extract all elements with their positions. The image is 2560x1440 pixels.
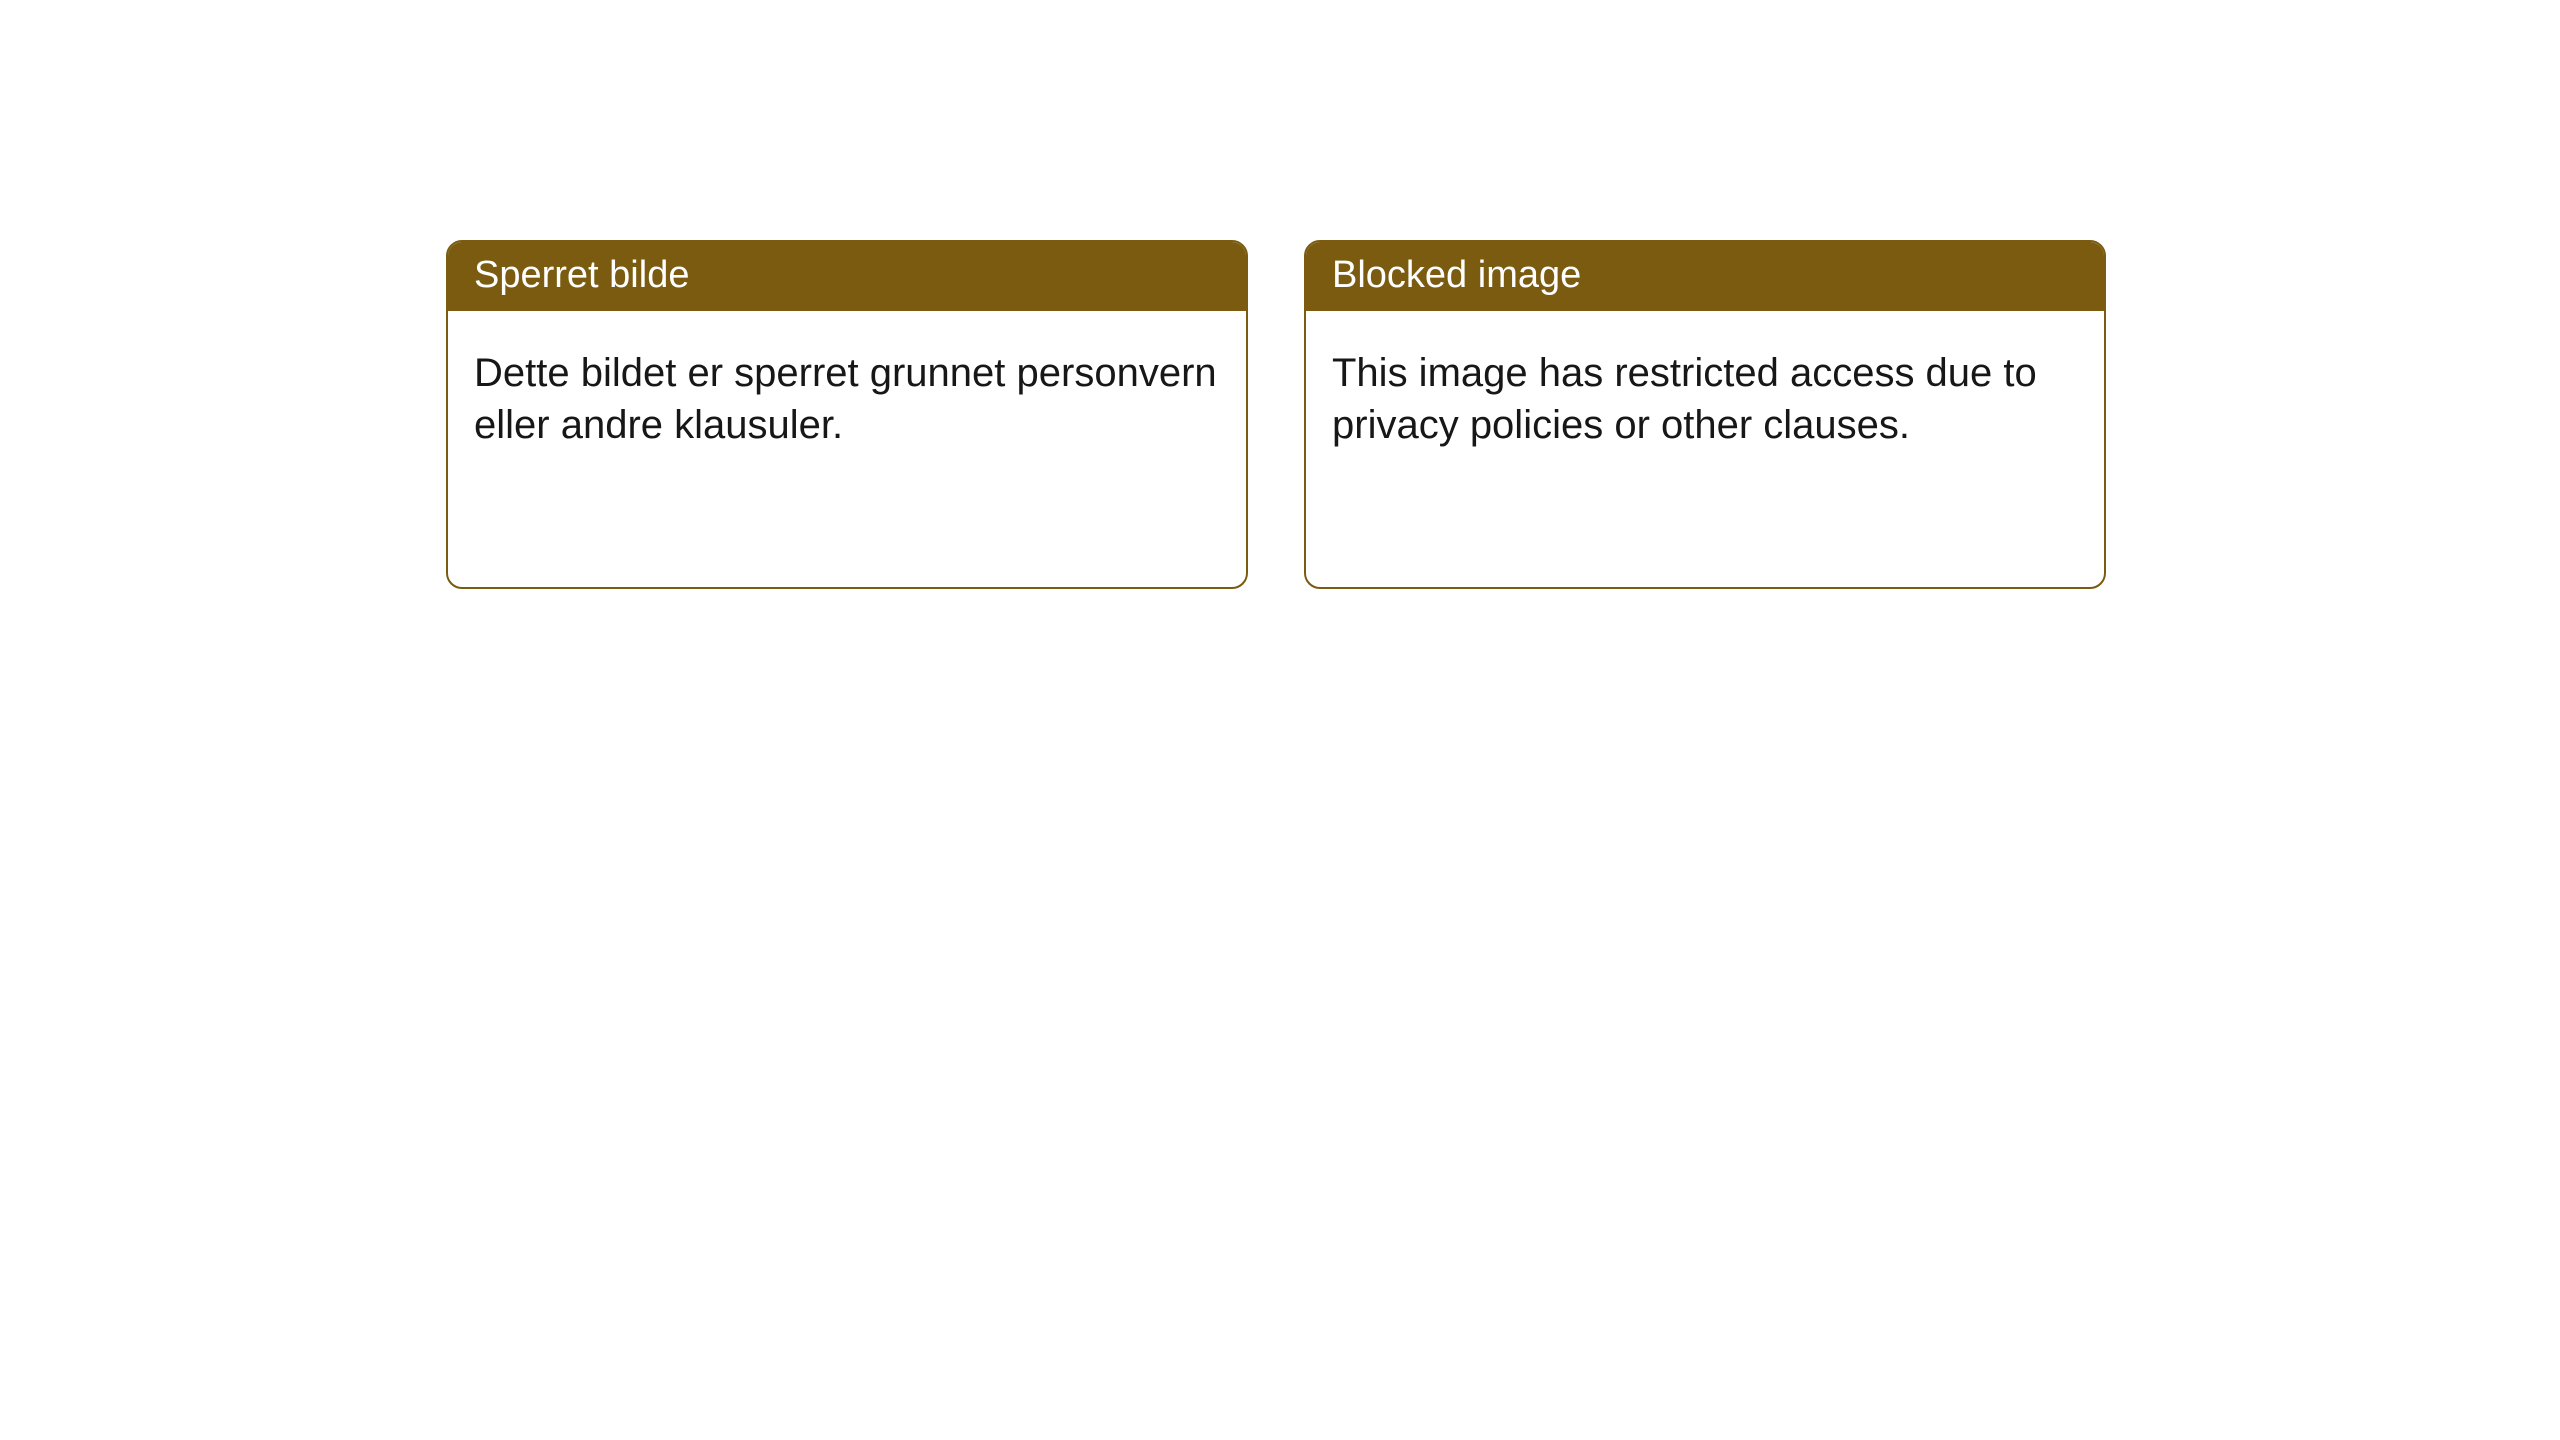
notice-body-english: This image has restricted access due to … bbox=[1306, 311, 2104, 587]
notice-body-norwegian: Dette bildet er sperret grunnet personve… bbox=[448, 311, 1246, 587]
notice-title-english: Blocked image bbox=[1306, 242, 2104, 311]
notice-card-norwegian: Sperret bilde Dette bildet er sperret gr… bbox=[446, 240, 1248, 589]
notice-card-english: Blocked image This image has restricted … bbox=[1304, 240, 2106, 589]
notice-title-norwegian: Sperret bilde bbox=[448, 242, 1246, 311]
notice-container: Sperret bilde Dette bildet er sperret gr… bbox=[0, 0, 2560, 589]
